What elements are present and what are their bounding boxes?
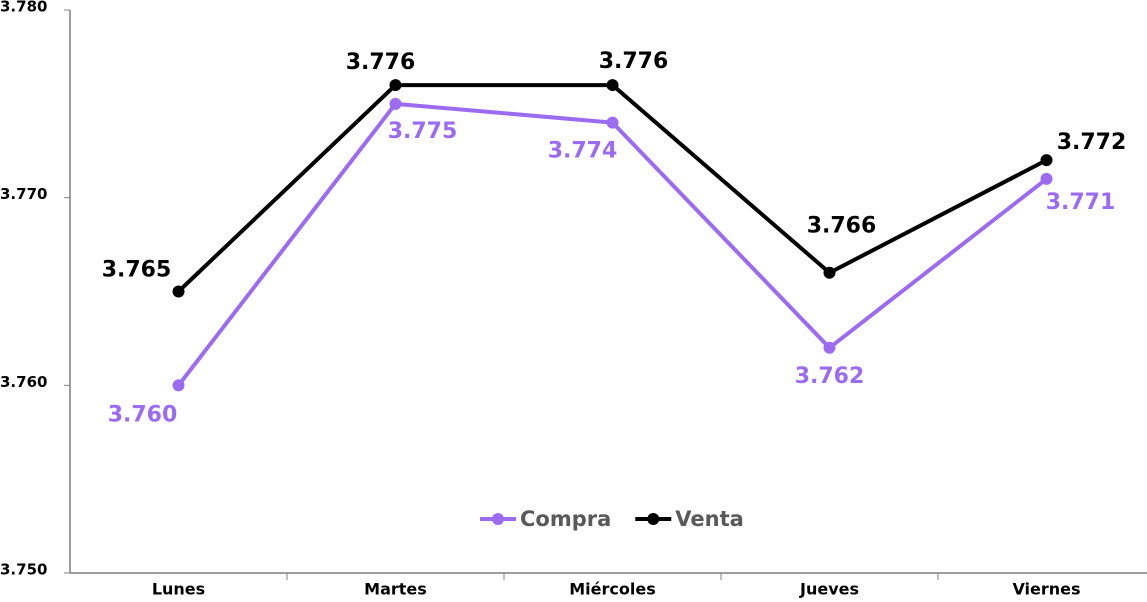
data-point — [1040, 154, 1053, 167]
x-tick-label: Jueves — [799, 580, 859, 599]
data-label: 3.772 — [1057, 130, 1127, 155]
data-point — [389, 79, 402, 92]
data-label: 3.776 — [599, 49, 669, 74]
y-tick-label: 3.770 — [0, 185, 47, 203]
y-tick-label: 3.760 — [0, 373, 47, 391]
series-line — [177, 83, 1048, 293]
data-point — [389, 97, 402, 110]
x-tick-label: Lunes — [152, 580, 205, 599]
data-point — [606, 116, 619, 129]
data-point — [172, 285, 185, 298]
data-label: 3.762 — [795, 364, 865, 389]
y-tick-label: 3.780 — [0, 0, 47, 16]
x-tick-label: Viernes — [1012, 580, 1080, 599]
data-point — [823, 341, 836, 354]
data-label: 3.771 — [1046, 190, 1116, 215]
y-tick-label: 3.750 — [0, 561, 47, 579]
data-point — [1040, 172, 1053, 185]
data-point — [823, 266, 836, 279]
x-tick-label: Miércoles — [569, 580, 655, 599]
data-label: 3.774 — [548, 139, 618, 164]
data-point — [172, 379, 185, 392]
legend-marker — [647, 513, 660, 525]
data-point — [606, 79, 619, 92]
legend-label: Compra — [520, 507, 611, 531]
data-label: 3.765 — [102, 258, 172, 283]
data-label: 3.776 — [346, 50, 416, 75]
data-label: 3.766 — [807, 214, 877, 239]
data-label: 3.775 — [388, 119, 458, 144]
data-label: 3.760 — [108, 402, 178, 427]
x-tick-label: Martes — [364, 580, 427, 599]
legend-label: Venta — [675, 507, 744, 531]
legend-marker — [492, 513, 504, 525]
